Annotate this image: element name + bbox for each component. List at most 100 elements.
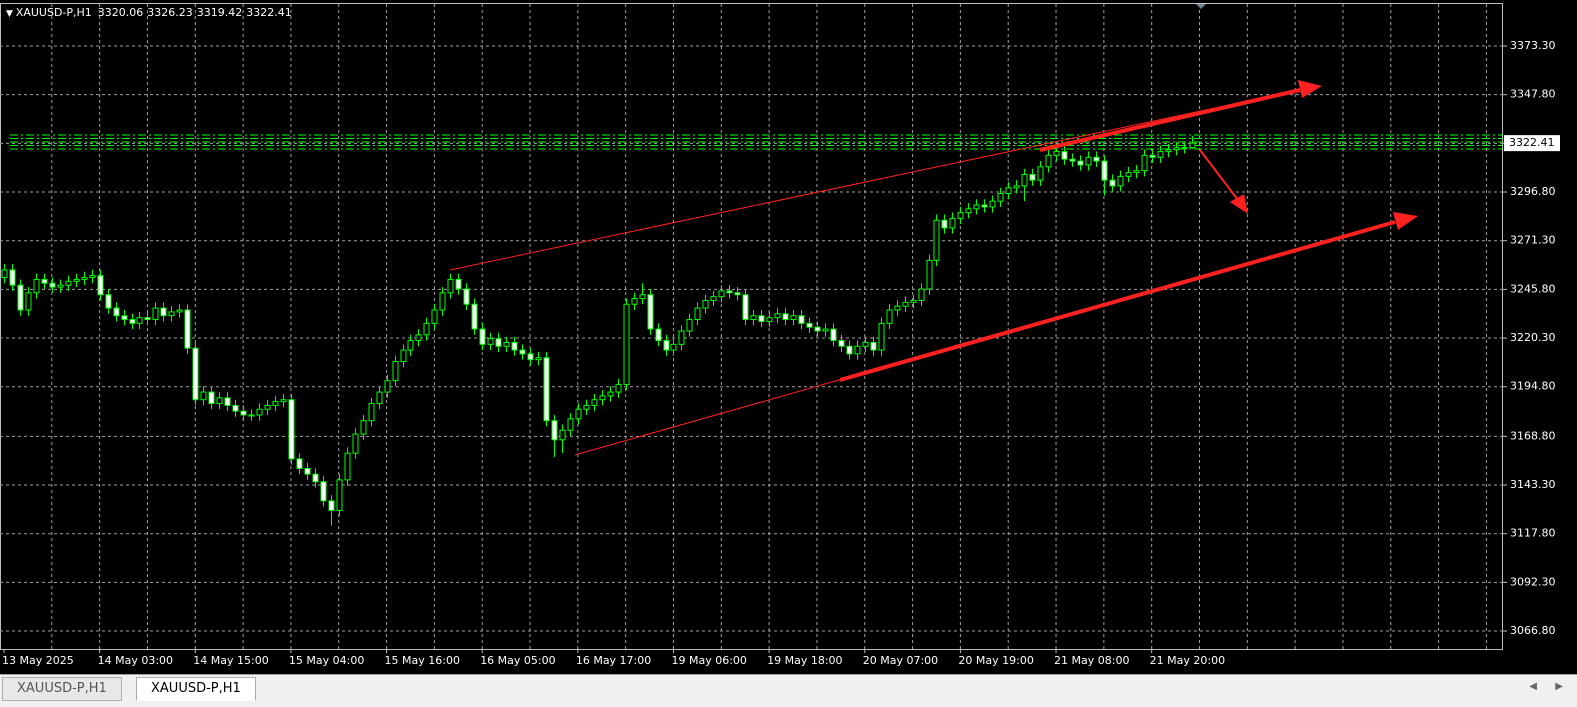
- y-tick-label: 3092.30: [1510, 575, 1556, 588]
- candle-body: [623, 303, 630, 385]
- candle-body: [894, 305, 901, 311]
- symbol: XAUUSD-P,H1: [16, 6, 92, 19]
- candle-body: [1085, 156, 1092, 166]
- arrow-head: [1298, 80, 1322, 98]
- candle-body: [113, 307, 120, 317]
- candle-body: [862, 341, 869, 347]
- candle-body: [471, 303, 478, 330]
- candle-body: [455, 278, 462, 290]
- candle-body: [1157, 151, 1164, 158]
- candle-body: [439, 292, 446, 311]
- candle-body: [160, 307, 167, 317]
- candle-body: [392, 361, 399, 382]
- candle-body: [1117, 175, 1124, 187]
- chart-header: ▼ XAUUSD-P,H1 3320.06 3326.23 3319.42 3322.4…: [6, 6, 292, 19]
- header-close: 3322.41: [246, 6, 292, 19]
- candle-body: [41, 278, 48, 284]
- candle-body: [774, 313, 781, 319]
- candle-body: [878, 322, 885, 351]
- arrow-head: [1393, 212, 1418, 230]
- candle-body: [615, 383, 622, 393]
- candle-body: [647, 294, 654, 330]
- candle-body: [599, 395, 606, 401]
- candle-body: [447, 278, 454, 294]
- x-axis: 13 May 2025 14 May 03:00 14 May 15:00 15 Ma…: [2, 649, 1225, 667]
- y-tick-label: 3373.30: [1510, 39, 1556, 52]
- candle-body: [989, 200, 996, 208]
- candle-body: [121, 315, 128, 321]
- candle-body: [902, 301, 909, 307]
- candle-body: [798, 315, 805, 324]
- candle-body: [782, 313, 789, 321]
- x-tick-label: 15 May 16:00: [385, 654, 460, 667]
- candle-body: [1101, 160, 1108, 181]
- y-tick-label: 3066.80: [1510, 624, 1556, 637]
- candle-body: [168, 311, 175, 317]
- chart-tab[interactable]: XAUUSD-P,H1: [2, 677, 122, 701]
- y-tick-label: 3168.80: [1510, 429, 1556, 442]
- candle-body: [208, 391, 215, 405]
- candle-body: [1021, 173, 1028, 187]
- candle-body: [1005, 187, 1012, 195]
- candle-body: [949, 217, 956, 229]
- candle-body: [224, 397, 231, 406]
- trend-arrow: [1039, 88, 1301, 152]
- candle-body: [607, 391, 614, 397]
- x-tick-label: 16 May 17:00: [576, 654, 651, 667]
- scroll-right[interactable]: ▶: [1555, 681, 1563, 692]
- candle-body: [288, 399, 295, 460]
- y-tick-label: 3117.80: [1510, 527, 1556, 540]
- candle-body: [1125, 172, 1132, 177]
- candle-body: [97, 275, 104, 296]
- x-tick-label: 20 May 19:00: [958, 654, 1033, 667]
- candle-body: [981, 204, 988, 208]
- y-tick-label: 3347.80: [1510, 88, 1556, 101]
- candle-body: [232, 404, 239, 412]
- candle-body: [384, 380, 391, 393]
- candle-body: [1149, 154, 1156, 158]
- candle-body: [49, 282, 56, 288]
- x-tick-label: 19 May 06:00: [671, 654, 746, 667]
- candle-body: [129, 319, 136, 324]
- scroll-left[interactable]: ◀: [1529, 681, 1537, 692]
- candle-body: [248, 414, 255, 417]
- trend-arrow: [1199, 149, 1239, 201]
- candle-body: [583, 404, 590, 410]
- y-tick-label: 3220.30: [1510, 331, 1556, 344]
- candle-body: [296, 458, 303, 469]
- candle-body: [694, 307, 701, 321]
- candle-body: [304, 467, 311, 475]
- candle-body: [1077, 160, 1084, 166]
- candle-body: [686, 319, 693, 332]
- candle-body: [272, 401, 279, 406]
- x-tick-label: 13 May 2025: [2, 654, 74, 667]
- candle-body: [264, 404, 271, 410]
- candle-body: [184, 309, 191, 349]
- y-tick-label: 3245.80: [1510, 282, 1556, 295]
- candle-body: [1109, 179, 1116, 187]
- candle-body: [710, 296, 717, 301]
- x-tick-label: 21 May 08:00: [1054, 654, 1129, 667]
- candle-body: [663, 340, 670, 351]
- candle-body: [1013, 185, 1020, 189]
- header-high: 3326.23: [147, 6, 193, 19]
- candle-body: [678, 330, 685, 345]
- candle-body: [192, 347, 199, 401]
- tab-bar: XAUUSD-P,H1 XAUUSD-P,H1 ◀ ▶: [0, 674, 1577, 707]
- candle-body: [567, 418, 574, 431]
- chart-tab[interactable]: XAUUSD-P,H1: [136, 677, 256, 701]
- candle-body: [328, 500, 335, 511]
- candle-body: [926, 259, 933, 290]
- x-tick-label: 14 May 15:00: [193, 654, 268, 667]
- candle-body: [726, 290, 733, 294]
- candle-body: [1173, 147, 1180, 151]
- candle-body: [400, 349, 407, 363]
- candle-body: [790, 315, 797, 321]
- price-label: 3322.41: [1509, 136, 1555, 149]
- candle-body: [65, 280, 72, 286]
- candle-body: [33, 278, 40, 294]
- collapse-icon: ▼: [6, 9, 16, 19]
- candle-body: [511, 341, 518, 351]
- candle-body: [814, 326, 821, 332]
- candle-body: [830, 328, 837, 342]
